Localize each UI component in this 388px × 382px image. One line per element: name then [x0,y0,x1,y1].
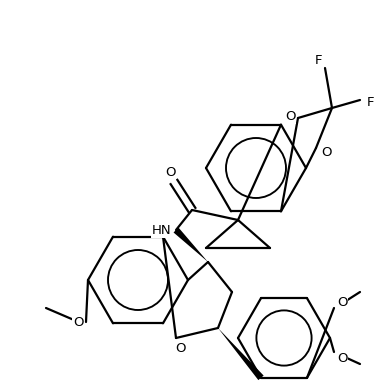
Text: F: F [315,53,323,66]
Text: O: O [165,165,175,178]
Text: O: O [73,316,83,329]
Text: F: F [366,96,374,108]
Text: O: O [337,351,347,364]
Text: O: O [337,296,347,309]
Polygon shape [218,328,264,380]
Text: HN: HN [152,223,172,236]
Text: O: O [321,146,331,159]
Polygon shape [173,228,208,262]
Text: O: O [285,110,295,123]
Text: O: O [175,342,185,354]
